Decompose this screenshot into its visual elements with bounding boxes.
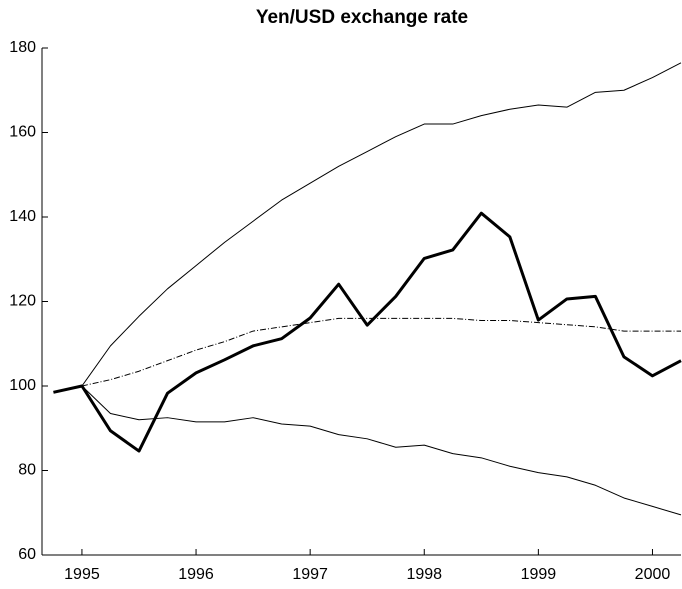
x-tick-label: 2000 bbox=[635, 566, 671, 583]
y-tick-label: 140 bbox=[9, 208, 36, 225]
x-tick-label: 1995 bbox=[64, 566, 100, 583]
y-tick-label: 180 bbox=[9, 39, 36, 56]
x-tick-label: 1996 bbox=[178, 566, 214, 583]
x-tick-label: 1998 bbox=[406, 566, 442, 583]
x-tick-label: 1999 bbox=[521, 566, 557, 583]
series-line bbox=[53, 211, 682, 453]
y-tick-label: 80 bbox=[18, 462, 36, 479]
series-line bbox=[81, 62, 682, 387]
y-tick-label: 160 bbox=[9, 124, 36, 141]
y-tick-label: 120 bbox=[9, 293, 36, 310]
x-tick-label: 1997 bbox=[292, 566, 328, 583]
y-tick-label: 60 bbox=[18, 546, 36, 563]
chart-title: Yen/USD exchange rate bbox=[256, 7, 468, 28]
series-line bbox=[81, 385, 682, 516]
series-line bbox=[81, 317, 681, 387]
y-tick-label: 100 bbox=[9, 377, 36, 394]
